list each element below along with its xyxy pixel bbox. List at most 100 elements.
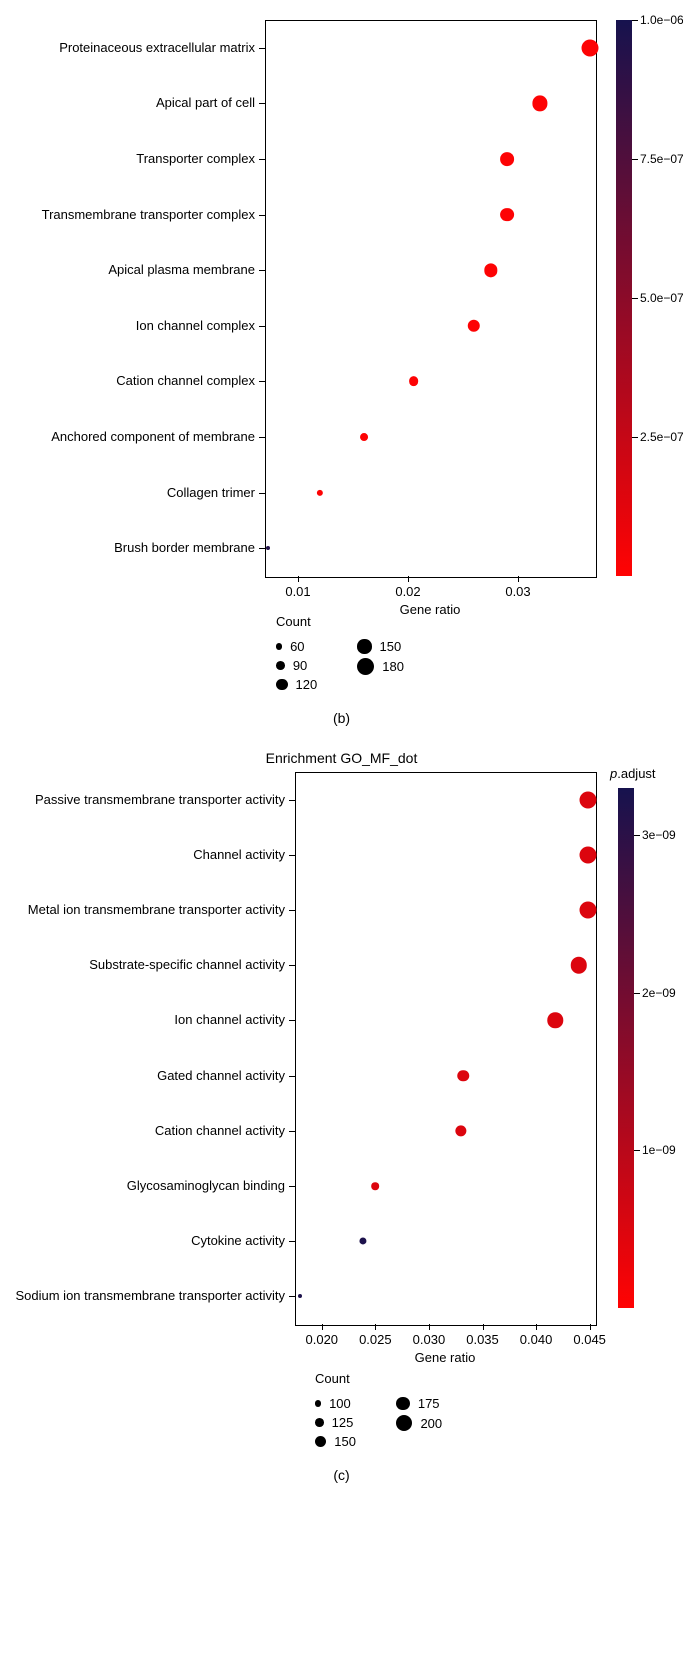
legend-dot <box>315 1418 324 1427</box>
colorbar-tick-label: 2.5e−07 <box>640 430 683 444</box>
ytick-mark <box>289 855 295 856</box>
colorbar-tick-label: 3e−09 <box>642 828 676 842</box>
legend-dot <box>357 639 371 653</box>
data-point <box>500 208 514 222</box>
plot-frame <box>295 772 597 1326</box>
legend-dot <box>276 661 285 670</box>
ytick-label: Gated channel activity <box>157 1068 285 1083</box>
xtick-mark <box>375 1324 376 1330</box>
legend-value: 120 <box>296 677 318 692</box>
ytick-label: Anchored component of membrane <box>51 429 255 444</box>
xtick-label: 0.030 <box>413 1332 446 1347</box>
ytick-mark <box>259 215 265 216</box>
ytick-label: Transmembrane transporter complex <box>42 207 255 222</box>
colorbar-tick <box>634 993 640 994</box>
ytick-label: Ion channel activity <box>174 1012 285 1027</box>
legend-dot <box>276 679 288 691</box>
ytick-label: Ion channel complex <box>136 318 255 333</box>
legend-value: 90 <box>293 658 307 673</box>
ytick-label: Transporter complex <box>136 151 255 166</box>
data-point <box>266 546 270 550</box>
legend-value: 150 <box>380 639 402 654</box>
legend-entry: 125 <box>315 1415 356 1430</box>
xtick-label: 0.01 <box>285 584 310 599</box>
data-point <box>579 846 596 863</box>
ytick-label: Collagen trimer <box>167 485 255 500</box>
colorbar-tick <box>634 835 640 836</box>
xtick-mark <box>322 1324 323 1330</box>
legend-entry: 120 <box>276 677 317 692</box>
legend-dot <box>357 658 374 675</box>
ytick-label: Metal ion transmembrane transporter acti… <box>28 902 285 917</box>
padjust-label: p.adjust <box>610 766 656 781</box>
ytick-mark <box>259 48 265 49</box>
xtick-mark <box>536 1324 537 1330</box>
legend-entry: 200 <box>396 1415 442 1431</box>
xtick-label: 0.02 <box>395 584 420 599</box>
legend-value: 180 <box>382 659 404 674</box>
legend-title: Count <box>276 614 404 629</box>
data-point <box>579 791 596 808</box>
ytick-label: Cytokine activity <box>191 1233 285 1248</box>
colorbar-tick <box>634 1150 640 1151</box>
xtick-label: 0.045 <box>573 1332 606 1347</box>
ytick-mark <box>259 381 265 382</box>
data-point <box>579 902 596 919</box>
panel-letter: (c) <box>0 1467 683 1483</box>
ytick-mark <box>289 800 295 801</box>
data-point <box>409 377 419 387</box>
xtick-mark <box>298 576 299 582</box>
ytick-mark <box>289 910 295 911</box>
xtick-label: 0.040 <box>520 1332 553 1347</box>
plot-title: Enrichment GO_MF_dot <box>0 750 683 766</box>
ytick-label: Cation channel activity <box>155 1123 285 1138</box>
colorbar-tick-label: 1e−09 <box>642 1143 676 1157</box>
xtick-mark <box>483 1324 484 1330</box>
legend-value: 100 <box>329 1396 351 1411</box>
xtick-mark <box>429 1324 430 1330</box>
ytick-mark <box>259 103 265 104</box>
ytick-label: Passive transmembrane transporter activi… <box>35 792 285 807</box>
xtick-mark <box>518 576 519 582</box>
ytick-mark <box>289 1186 295 1187</box>
xtick-label: 0.025 <box>359 1332 392 1347</box>
xtick-label: 0.020 <box>306 1332 339 1347</box>
legend-dot <box>396 1415 412 1431</box>
ytick-label: Substrate-specific channel activity <box>89 957 285 972</box>
ytick-mark <box>289 1131 295 1132</box>
colorbar-tick-label: 1.0e−06 <box>640 13 683 27</box>
ytick-label: Cation channel complex <box>116 373 255 388</box>
ytick-mark <box>259 437 265 438</box>
chart-panel: Enrichment GO_MF_dotp.adjust Passive tran… <box>0 740 683 1500</box>
legend-value: 200 <box>420 1416 442 1431</box>
size-legend: Count100125150175200 <box>315 1371 442 1453</box>
legend-dot <box>315 1436 326 1447</box>
legend-entry: 175 <box>396 1396 442 1411</box>
ytick-label: Glycosaminoglycan binding <box>127 1178 285 1193</box>
color-bar <box>618 788 634 1308</box>
legend-value: 150 <box>334 1434 356 1449</box>
ytick-label: Sodium ion transmembrane transporter act… <box>15 1288 285 1303</box>
colorbar-tick-label: 5.0e−07 <box>640 291 683 305</box>
legend-entry: 150 <box>357 639 404 654</box>
legend-dot <box>276 643 282 649</box>
legend-value: 175 <box>418 1396 440 1411</box>
colorbar-tick <box>632 298 638 299</box>
legend-entry: 150 <box>315 1434 356 1449</box>
colorbar-tick-label: 7.5e−07 <box>640 152 683 166</box>
ytick-mark <box>289 1020 295 1021</box>
ytick-label: Proteinaceous extracellular matrix <box>59 40 255 55</box>
xtick-label: 0.035 <box>466 1332 499 1347</box>
ytick-mark <box>289 1296 295 1297</box>
ytick-label: Apical plasma membrane <box>108 262 255 277</box>
legend-entry: 100 <box>315 1396 356 1411</box>
data-point <box>298 1294 302 1298</box>
xtick-label: 0.03 <box>505 584 530 599</box>
ytick-mark <box>259 548 265 549</box>
ytick-mark <box>259 493 265 494</box>
legend-value: 125 <box>332 1415 354 1430</box>
size-legend: Count6090120150180 <box>276 614 404 696</box>
panel-letter: (b) <box>0 710 683 726</box>
colorbar-tick <box>632 20 638 21</box>
legend-entry: 180 <box>357 658 404 675</box>
